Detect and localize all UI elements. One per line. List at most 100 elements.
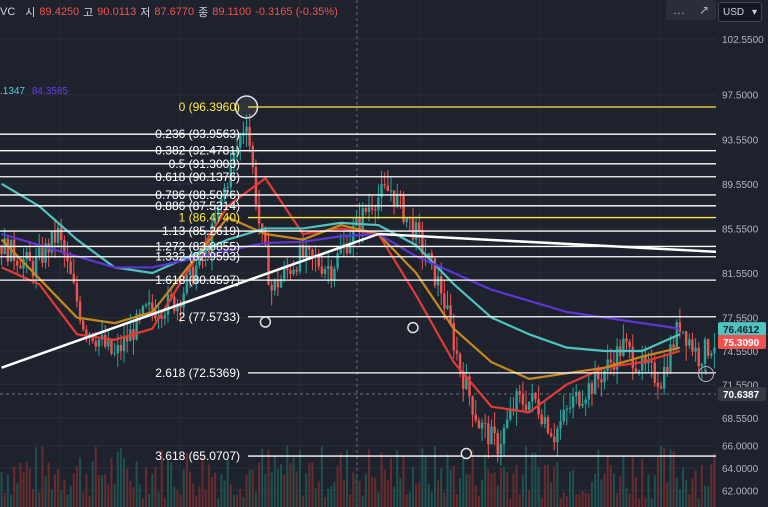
volume-bar	[694, 470, 697, 507]
high-value: 90.0113	[97, 6, 137, 18]
volume-bar	[446, 453, 449, 507]
volume-bar	[22, 471, 25, 507]
more-options-icon[interactable]: …	[672, 3, 685, 17]
volume-bar	[239, 488, 242, 507]
candle	[625, 338, 628, 342]
volume-bar	[371, 476, 374, 507]
candle	[446, 305, 449, 309]
candle	[634, 368, 638, 372]
candle	[16, 260, 19, 266]
fib-label-0.886: 0.886 (87.5314)	[155, 199, 240, 213]
volume-bar	[380, 452, 383, 507]
volume-bar	[619, 475, 622, 507]
volume-bar	[251, 469, 254, 507]
candle	[283, 268, 286, 279]
candle	[151, 302, 154, 311]
candle	[308, 246, 311, 250]
candle	[292, 269, 295, 274]
candle	[330, 265, 333, 280]
volume-bar	[468, 474, 471, 507]
volume-bar	[261, 449, 264, 507]
volume-bar	[148, 494, 151, 507]
candle	[110, 339, 113, 354]
volume-bar	[565, 495, 568, 507]
symbol: VC	[0, 6, 16, 18]
candle	[389, 190, 393, 192]
fib-label-2.618: 2.618 (72.5369)	[155, 366, 240, 380]
volume-bar	[283, 474, 286, 507]
candle	[138, 313, 141, 315]
candle	[279, 278, 283, 288]
currency-value: USD	[723, 6, 745, 18]
volume-bar	[330, 486, 333, 507]
candle	[656, 382, 660, 387]
candle	[644, 355, 647, 364]
volume-bar	[682, 467, 685, 507]
volume-bar	[477, 496, 480, 507]
candle	[597, 371, 600, 380]
candle	[603, 370, 606, 383]
volume-bar	[217, 498, 220, 507]
volume-bar	[521, 475, 524, 507]
trend-arrow-icon[interactable]: ↗	[698, 3, 710, 17]
volume-bar	[145, 466, 148, 507]
volume-bar	[528, 489, 531, 507]
volume-bar	[201, 455, 204, 507]
candle	[198, 251, 201, 266]
candle	[75, 282, 79, 302]
volume-bar	[50, 489, 53, 507]
volume-bar	[232, 494, 235, 507]
candle	[615, 346, 619, 370]
volume-bar	[358, 480, 361, 507]
volume-bar	[236, 494, 239, 507]
volume-bar	[314, 487, 317, 507]
fib-label-0.786: 0.786 (88.5076)	[155, 188, 240, 202]
volume-bar	[207, 464, 210, 507]
volume-bar	[688, 493, 691, 507]
candle	[562, 409, 565, 422]
candle	[333, 268, 336, 280]
candle	[311, 249, 314, 257]
candle	[191, 266, 195, 284]
candle	[295, 269, 298, 272]
candle	[141, 306, 145, 314]
volume-bar	[512, 473, 515, 507]
volume-bar	[713, 452, 716, 507]
volume-bar	[386, 480, 389, 507]
candle	[518, 391, 521, 395]
volume-bar	[430, 491, 433, 507]
volume-bar	[653, 475, 656, 507]
candle	[524, 404, 528, 411]
volume-bar	[396, 450, 399, 507]
candle	[559, 421, 562, 429]
volume-bar	[176, 489, 179, 507]
volume-bar	[66, 494, 69, 507]
volume-bar	[660, 445, 663, 507]
candle	[496, 433, 499, 455]
candle	[248, 126, 251, 146]
currency-select[interactable]: USD ▾	[718, 2, 762, 22]
candle	[56, 227, 60, 243]
volume-bar	[317, 481, 320, 507]
candle	[210, 223, 214, 255]
volume-bar	[53, 474, 56, 507]
candle	[348, 242, 352, 254]
price-badge	[718, 322, 766, 337]
candle	[427, 253, 430, 257]
candle	[213, 218, 217, 224]
fib-label-0: 0 (96.3960)	[179, 100, 240, 114]
volume-bar	[298, 450, 301, 507]
fib-label-0.618: 0.618 (90.1376)	[155, 170, 240, 184]
candle	[703, 339, 707, 364]
add-plus-icon[interactable]: +	[698, 366, 714, 382]
volume-bar	[31, 489, 34, 507]
volume-bar	[383, 469, 386, 507]
candle	[440, 276, 443, 294]
price-tick-label: 102.5500	[722, 35, 764, 46]
volume-bar	[644, 497, 647, 507]
candle	[273, 279, 276, 291]
candle	[509, 409, 512, 420]
volume-bar	[641, 459, 644, 507]
volume-bar	[540, 497, 543, 507]
